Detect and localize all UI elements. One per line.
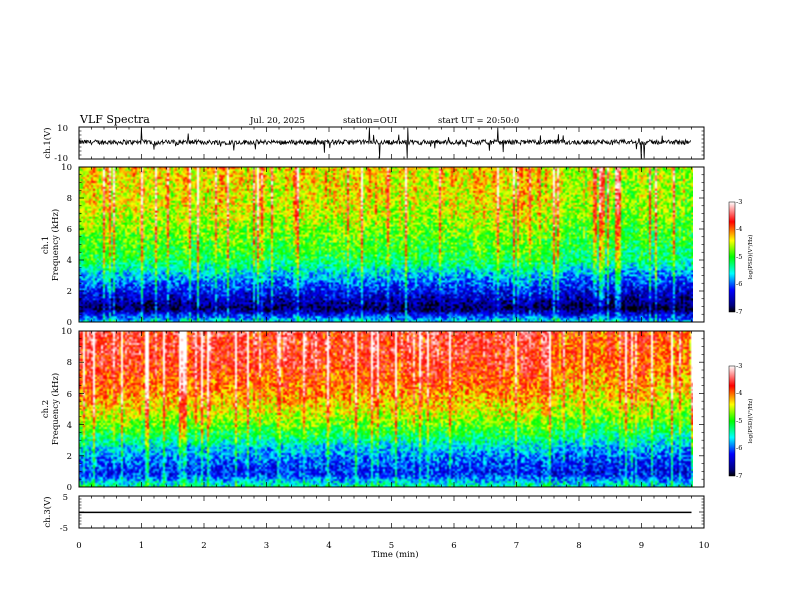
ch1-channel-label: ch.1	[41, 236, 51, 254]
ch1-colorbar-fill	[728, 201, 736, 313]
ch1-waveform-trace	[78, 127, 691, 159]
ch1-spectrogram-panel: 0 2 4 6 8 10 ch.1 Frequency (kHz)	[41, 163, 705, 328]
ch1-waveform-panel: 10 -10 ch.1(V)	[42, 124, 705, 164]
ch2-freq-tick-0: 0	[67, 483, 72, 493]
ch2-freq-tick-2: 2	[67, 452, 72, 462]
ch3-ytick-5: 5	[63, 493, 68, 503]
ch2-colorbar-tick-m7: -7	[736, 472, 742, 480]
ch3-ytick-m5: -5	[60, 524, 68, 534]
ch1-waveform-ticks	[78, 127, 705, 159]
ch2-colorbar: -3 -4 -5 -6 -7 log(PSD)(V²/Hz)	[728, 362, 754, 480]
time-tick-label-3: 3	[264, 541, 269, 551]
ch1-freq-tick-4: 4	[67, 256, 72, 266]
time-tick-label-7: 7	[514, 541, 519, 551]
time-tick-label-5: 5	[389, 541, 394, 551]
ch1-freq-tick-10: 10	[61, 163, 72, 173]
ch1-freq-tick-2: 2	[67, 287, 72, 297]
ch2-colorbar-tick-m4: -4	[736, 389, 742, 397]
ch2-colorbar-tick-m6: -6	[736, 444, 742, 452]
start-time-label: start UT = 20:50:0	[438, 116, 519, 126]
ch2-freq-tick-8: 8	[67, 358, 72, 368]
time-tick-label-8: 8	[576, 541, 581, 551]
ch1-colorbar-tick-m5: -5	[736, 253, 742, 261]
ch2-spectrogram-image	[79, 331, 693, 487]
ch2-colorbar-label: log(PSD)(V²/Hz)	[747, 399, 754, 444]
ch2-freq-tick-4: 4	[67, 421, 72, 431]
ch1-colorbar-tick-m3: -3	[736, 198, 742, 206]
ch2-frequency-label: Frequency (kHz)	[50, 373, 61, 445]
ch1-frequency-label: Frequency (kHz)	[50, 209, 61, 281]
ch3-waveform-panel: 5 -5 ch.3(V) 0 1 2 3 4 5 6 7 8 9 10 Time (min)	[42, 493, 709, 560]
time-tick-label-4: 4	[326, 541, 331, 551]
time-tick-label-10: 10	[699, 541, 710, 551]
ch2-spectrogram-ticks	[78, 330, 705, 488]
ch1-colorbar-label: log(PSD)(V²/Hz)	[747, 235, 754, 280]
ch1-freq-tick-8: 8	[67, 194, 72, 204]
ch1-spectrogram-ticks	[78, 166, 705, 323]
ch2-channel-label: ch.2	[41, 400, 51, 418]
ch1-ytick-top: 10	[57, 124, 68, 134]
ch1-freq-tick-6: 6	[67, 225, 72, 235]
time-tick-label-9: 9	[639, 541, 644, 551]
ch1-colorbar-tick-m6: -6	[736, 280, 742, 288]
figure-title: VLF Spectra	[79, 113, 150, 126]
ch2-colorbar-fill	[728, 365, 736, 477]
ch3-ylabel: ch.3(V)	[42, 496, 53, 527]
ch2-spectrogram-panel: 0 2 4 6 8 10 ch.2 Frequency (kHz)	[41, 327, 705, 493]
ch2-colorbar-tick-m5: -5	[736, 417, 742, 425]
time-tick-label-1: 1	[139, 541, 144, 551]
ch1-colorbar: -3 -4 -5 -6 -7 log(PSD)(V²/Hz)	[728, 198, 754, 316]
ch1-ytick-bottom: -10	[54, 154, 68, 164]
ch1-spectrogram-image	[79, 167, 693, 322]
ch2-freq-tick-6: 6	[67, 390, 72, 400]
ch1-ylabel: ch.1(V)	[42, 127, 53, 158]
time-tick-label-2: 2	[201, 541, 206, 551]
time-tick-label-0: 0	[76, 541, 81, 551]
ch1-freq-tick-0: 0	[67, 318, 72, 328]
time-tick-label-6: 6	[451, 541, 456, 551]
ch3-waveform-ticks	[78, 496, 705, 528]
ch1-colorbar-tick-m7: -7	[736, 308, 742, 316]
date-label: Jul. 20, 2025	[249, 116, 305, 126]
ch1-colorbar-tick-m4: -4	[736, 225, 742, 233]
ch2-colorbar-tick-m3: -3	[736, 362, 742, 370]
time-axis-tick-labels: 0 1 2 3 4 5 6 7 8 9 10	[76, 541, 709, 551]
station-label: station=OUI	[343, 116, 397, 126]
time-axis-label: Time (min)	[371, 549, 418, 560]
ch2-freq-tick-10: 10	[61, 327, 72, 337]
